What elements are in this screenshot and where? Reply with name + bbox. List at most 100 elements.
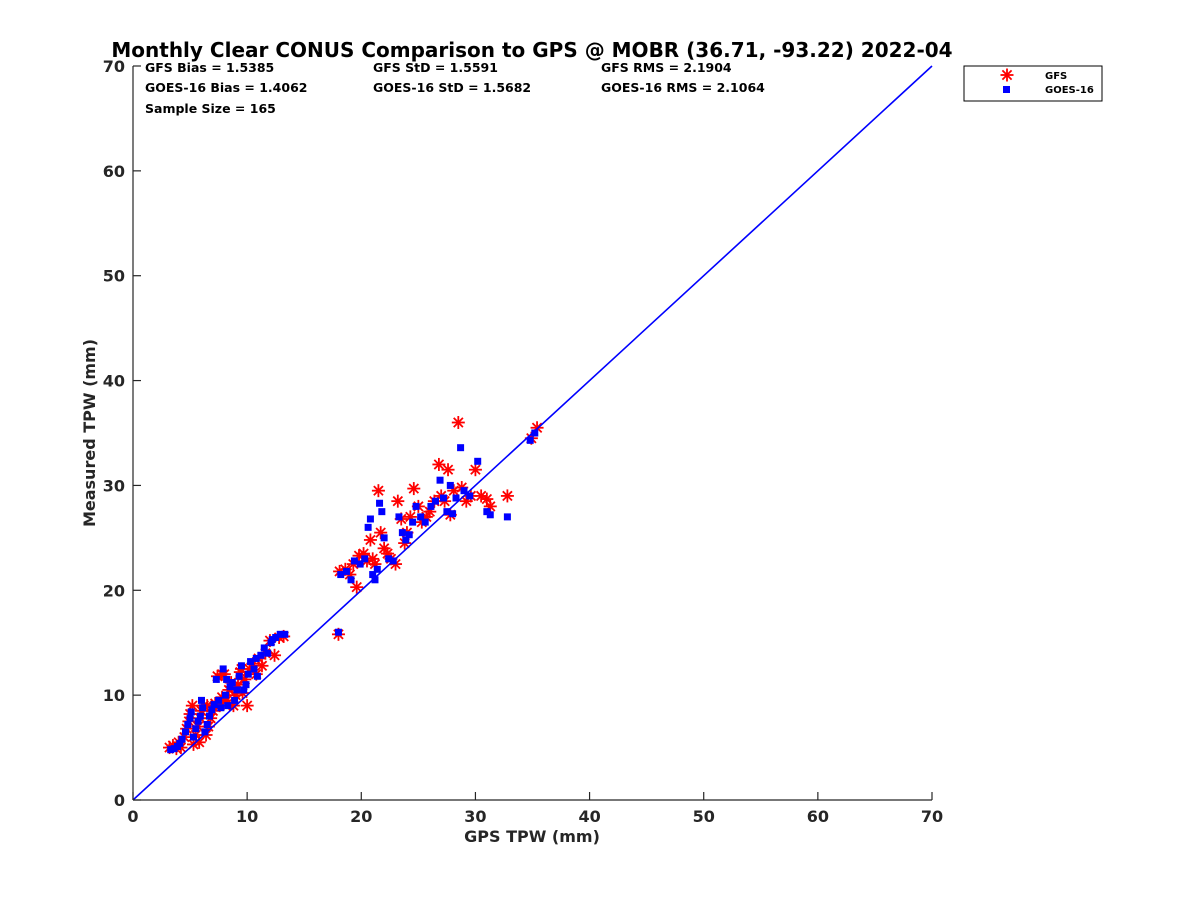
point-goes16 bbox=[221, 691, 229, 699]
point-goes16 bbox=[347, 576, 355, 584]
point-gfs bbox=[255, 659, 269, 673]
ticks-layer: 0 10 20 30 40 50 60 70 0 10 20 30 40 50 60 70 bbox=[103, 57, 943, 826]
chart-title: Monthly Clear CONUS Comparison to GPS @ … bbox=[111, 38, 952, 62]
point-gfs bbox=[371, 484, 385, 498]
point-goes16 bbox=[257, 651, 265, 659]
point-goes16 bbox=[205, 712, 213, 720]
point-goes16 bbox=[224, 702, 232, 710]
legend-goes16-marker bbox=[1003, 86, 1010, 93]
point-goes16 bbox=[184, 721, 192, 729]
point-goes16 bbox=[201, 728, 209, 736]
point-gfs bbox=[441, 463, 455, 477]
point-goes16 bbox=[474, 457, 482, 465]
point-goes16 bbox=[395, 513, 403, 521]
point-goes16 bbox=[342, 567, 350, 575]
point-goes16 bbox=[421, 518, 429, 526]
point-goes16 bbox=[373, 565, 381, 573]
point-goes16 bbox=[260, 644, 268, 652]
point-goes16 bbox=[364, 523, 372, 531]
stat-gfs-bias: GFS Bias = 1.5385 bbox=[145, 60, 274, 75]
point-goes16 bbox=[217, 704, 225, 712]
y-tick-label: 70 bbox=[103, 57, 125, 76]
point-gfs bbox=[363, 533, 377, 547]
point-goes16 bbox=[361, 555, 369, 563]
x-tick-label: 0 bbox=[127, 807, 138, 826]
point-goes16 bbox=[427, 502, 435, 510]
legend: GFS GOES-16 bbox=[963, 65, 1103, 102]
point-goes16 bbox=[409, 518, 417, 526]
point-goes16 bbox=[253, 672, 261, 680]
point-goes16 bbox=[187, 708, 195, 716]
point-goes16 bbox=[466, 492, 474, 500]
point-goes16 bbox=[186, 714, 194, 722]
point-gfs bbox=[451, 416, 465, 430]
stat-goes16-rms: GOES-16 RMS = 2.1064 bbox=[601, 80, 765, 95]
x-tick-label: 40 bbox=[578, 807, 600, 826]
point-goes16 bbox=[436, 476, 444, 484]
point-goes16 bbox=[247, 658, 255, 666]
y-tick-label: 50 bbox=[103, 267, 125, 286]
stat-goes16-bias: GOES-16 Bias = 1.4062 bbox=[145, 80, 307, 95]
point-goes16 bbox=[189, 733, 197, 741]
point-goes16 bbox=[212, 675, 220, 683]
point-goes16 bbox=[237, 662, 245, 670]
legend-gfs-label: GFS bbox=[1045, 71, 1067, 82]
point-goes16 bbox=[231, 696, 239, 704]
x-tick-label: 70 bbox=[921, 807, 943, 826]
point-goes16 bbox=[252, 654, 260, 662]
x-tick-label: 10 bbox=[236, 807, 258, 826]
point-goes16 bbox=[250, 665, 258, 673]
point-gfs bbox=[407, 482, 421, 496]
point-goes16 bbox=[334, 628, 342, 636]
point-goes16 bbox=[380, 534, 388, 542]
point-gfs bbox=[500, 489, 514, 503]
series-goes-16 bbox=[167, 429, 539, 754]
point-goes16 bbox=[219, 665, 227, 673]
point-goes16 bbox=[412, 502, 420, 510]
point-goes16 bbox=[228, 679, 236, 687]
x-tick-label: 30 bbox=[464, 807, 486, 826]
point-goes16 bbox=[178, 735, 186, 743]
point-goes16 bbox=[199, 704, 207, 712]
axis-lines bbox=[132, 66, 932, 801]
legend-goes16-label: GOES-16 bbox=[1045, 85, 1094, 96]
point-goes16 bbox=[402, 536, 410, 544]
point-goes16 bbox=[215, 696, 223, 704]
point-goes16 bbox=[235, 672, 243, 680]
point-goes16 bbox=[371, 576, 379, 584]
point-gfs bbox=[468, 463, 482, 477]
point-goes16 bbox=[203, 721, 211, 729]
point-goes16 bbox=[385, 555, 393, 563]
point-goes16 bbox=[531, 429, 539, 437]
x-tick-label: 50 bbox=[693, 807, 715, 826]
stat-sample-size: Sample Size = 165 bbox=[145, 101, 276, 116]
y-tick-label: 0 bbox=[114, 791, 125, 810]
point-goes16 bbox=[226, 683, 234, 691]
point-goes16 bbox=[417, 513, 425, 521]
point-goes16 bbox=[449, 510, 457, 518]
point-goes16 bbox=[223, 675, 231, 683]
point-goes16 bbox=[398, 529, 406, 537]
point-goes16 bbox=[276, 630, 284, 638]
point-goes16 bbox=[208, 706, 216, 714]
y-tick-label: 20 bbox=[103, 581, 125, 600]
point-goes16 bbox=[176, 739, 184, 747]
reference-line bbox=[132, 65, 933, 801]
point-goes16 bbox=[378, 508, 386, 516]
point-goes16 bbox=[281, 630, 289, 638]
y-tick-label: 40 bbox=[103, 372, 125, 391]
point-gfs bbox=[350, 580, 364, 594]
data-marks-layer bbox=[163, 416, 544, 756]
legend-box bbox=[963, 65, 1103, 102]
stat-gfs-rms: GFS RMS = 2.1904 bbox=[601, 60, 732, 75]
point-goes16 bbox=[526, 436, 534, 444]
point-goes16 bbox=[194, 717, 202, 725]
point-goes16 bbox=[337, 571, 345, 579]
y-axis-label: Measured TPW (mm) bbox=[80, 339, 99, 527]
point-goes16 bbox=[446, 481, 454, 489]
y-tick-label: 60 bbox=[103, 162, 125, 181]
point-goes16 bbox=[486, 511, 494, 519]
point-goes16 bbox=[452, 494, 460, 502]
stat-gfs-std: GFS StD = 1.5591 bbox=[373, 60, 498, 75]
